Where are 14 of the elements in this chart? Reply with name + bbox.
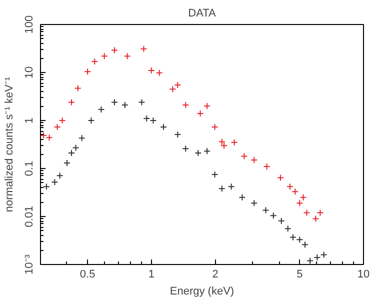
- y-axis-title: normalized counts s⁻¹ keV⁻¹: [4, 76, 16, 212]
- x-tick-label: 1: [148, 268, 154, 280]
- y-tick-label: 1: [24, 117, 36, 124]
- y-tick-label: 10: [24, 66, 36, 79]
- y-tick-label: 10⁻³: [24, 254, 36, 274]
- x-tick-label: 0.5: [80, 268, 96, 280]
- y-tick-label: 0.1: [24, 160, 36, 176]
- chart-title: DATA: [188, 8, 217, 20]
- x-tick-label: 2: [212, 268, 218, 280]
- x-tick-label: 10: [357, 268, 370, 280]
- x-tick-label: 5: [296, 268, 303, 280]
- x-axis-title: Energy (keV): [170, 286, 234, 298]
- y-tick-label: 0.01: [24, 206, 36, 228]
- y-tick-label: 100: [24, 15, 36, 34]
